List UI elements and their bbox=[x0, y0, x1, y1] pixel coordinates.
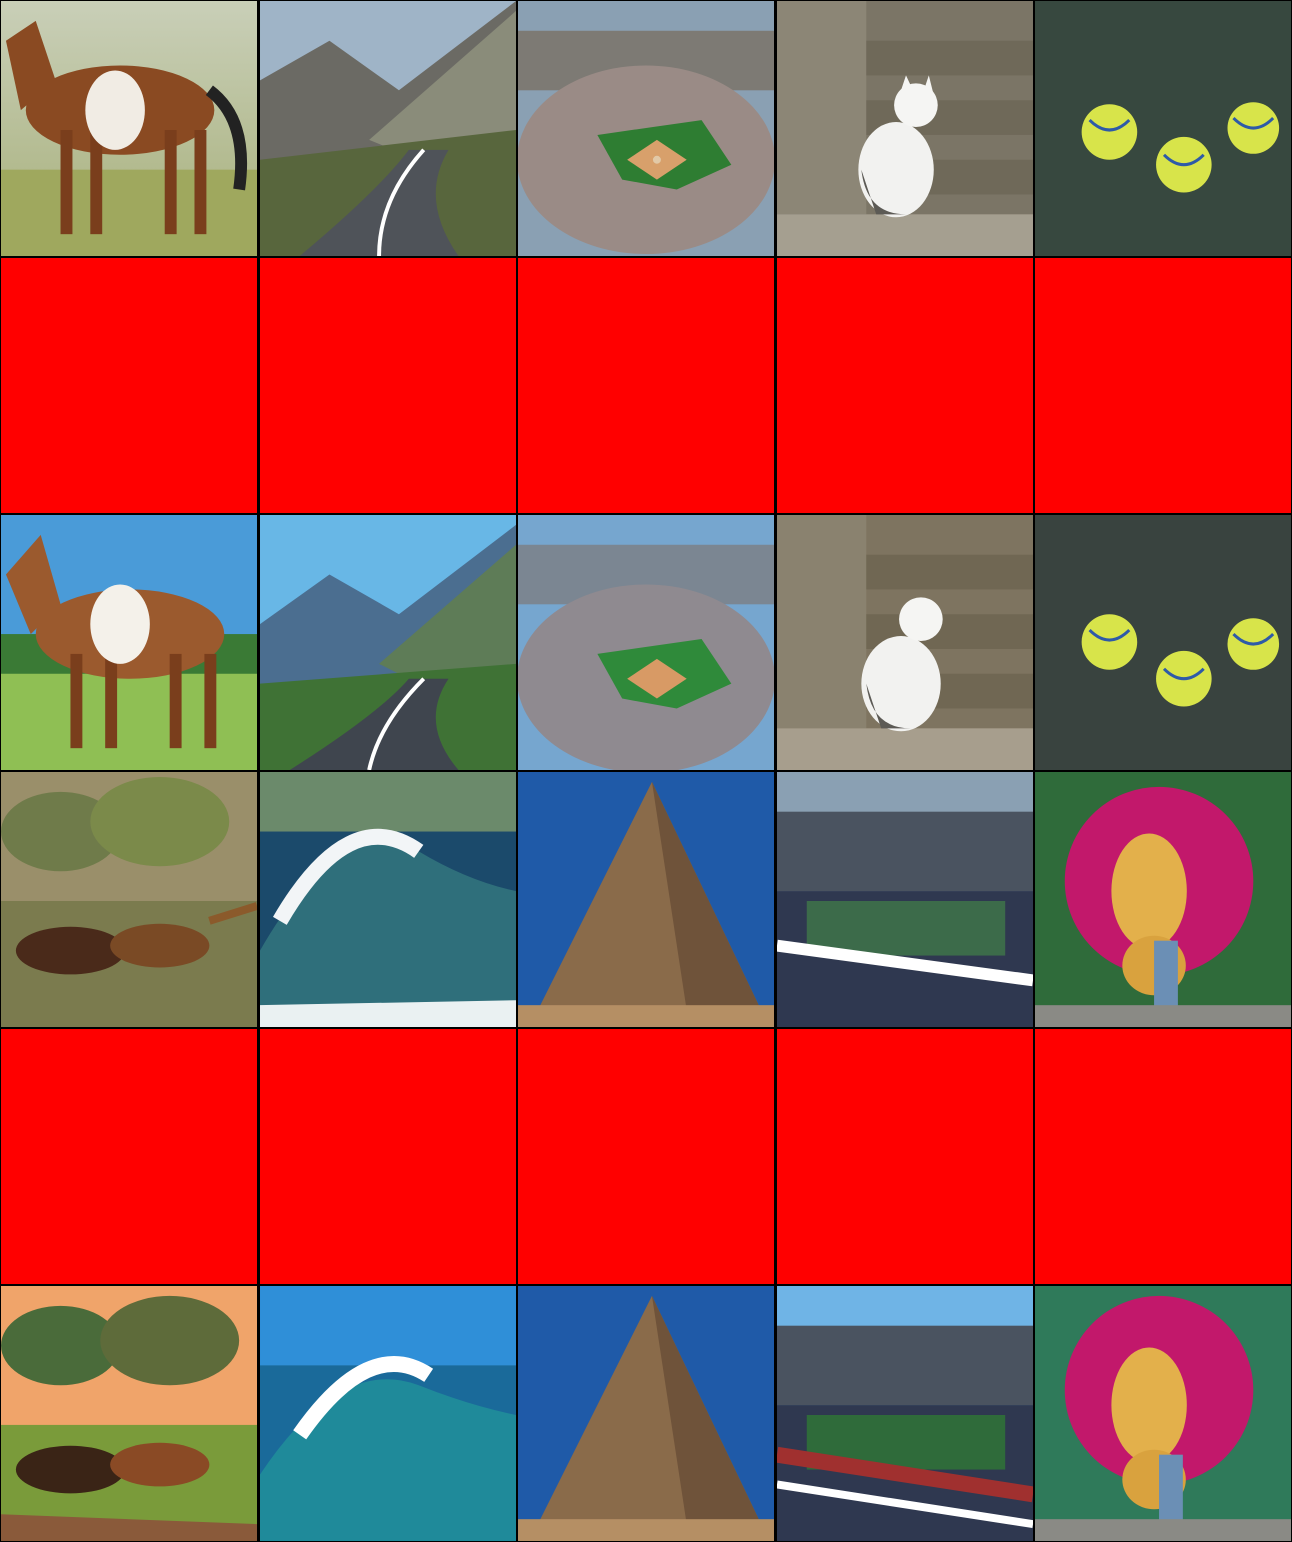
pyramid-anime-image bbox=[518, 1286, 774, 1541]
tile-pyramid-photo bbox=[517, 771, 775, 1028]
tile-horse-photo bbox=[0, 0, 258, 257]
cat-stairs-image bbox=[776, 1, 1033, 256]
tennis-stadium-anime-image bbox=[776, 1286, 1033, 1541]
placeholder-tile bbox=[258, 1028, 517, 1285]
tile-running-horses-painting bbox=[0, 771, 258, 1028]
pyramid-image bbox=[518, 772, 774, 1027]
placeholder-tile bbox=[1034, 257, 1292, 514]
tile-tennis-balls-photo bbox=[1034, 0, 1292, 257]
tile-tuba-flowers-photo bbox=[1034, 771, 1292, 1028]
tile-tennis-stadium-photo bbox=[775, 771, 1034, 1028]
placeholder-tile bbox=[0, 257, 258, 514]
placeholder-tile bbox=[775, 1028, 1034, 1285]
tile-tuba-flowers-anime bbox=[1034, 1285, 1292, 1542]
tile-tennis-stadium-anime bbox=[775, 1285, 1034, 1542]
tile-baseball-stadium-anime bbox=[517, 514, 775, 771]
running-horses-anime-image bbox=[1, 1286, 257, 1541]
tile-horse-anime bbox=[0, 514, 258, 771]
tuba-flowers-anime-image bbox=[1035, 1286, 1291, 1541]
tile-cat-on-stairs-photo bbox=[775, 0, 1034, 257]
tile-cat-on-stairs-anime bbox=[775, 514, 1034, 771]
placeholder-tile bbox=[258, 257, 517, 514]
cat-stairs-anime-image bbox=[776, 515, 1033, 770]
ocean-wave-image bbox=[259, 772, 516, 1027]
running-horses-image bbox=[1, 772, 257, 1027]
mountain-road-anime-image bbox=[259, 515, 516, 770]
baseball-stadium-anime-image bbox=[518, 515, 774, 770]
tennis-balls-anime-image bbox=[1035, 515, 1291, 770]
baseball-stadium-image bbox=[518, 1, 774, 256]
placeholder-tile bbox=[1034, 1028, 1292, 1285]
placeholder-tile bbox=[775, 257, 1034, 514]
tile-tennis-balls-anime bbox=[1034, 514, 1292, 771]
placeholder-tile bbox=[517, 1028, 775, 1285]
tile-ocean-wave-anime bbox=[258, 1285, 517, 1542]
tennis-balls-image bbox=[1035, 1, 1291, 256]
tile-running-horses-anime bbox=[0, 1285, 258, 1542]
horse-image bbox=[1, 1, 257, 256]
tile-ocean-wave-photo bbox=[258, 771, 517, 1028]
tile-mountain-road-photo bbox=[258, 0, 517, 257]
placeholder-tile bbox=[517, 257, 775, 514]
tile-pyramid-anime bbox=[517, 1285, 775, 1542]
horse-anime-image bbox=[1, 515, 257, 770]
ocean-wave-anime-image bbox=[259, 1286, 516, 1541]
tennis-stadium-image bbox=[776, 772, 1033, 1027]
placeholder-tile bbox=[0, 1028, 258, 1285]
tile-baseball-stadium-photo bbox=[517, 0, 775, 257]
mountain-road-image bbox=[259, 1, 516, 256]
tile-mountain-road-anime bbox=[258, 514, 517, 771]
tuba-flowers-image bbox=[1035, 772, 1291, 1027]
